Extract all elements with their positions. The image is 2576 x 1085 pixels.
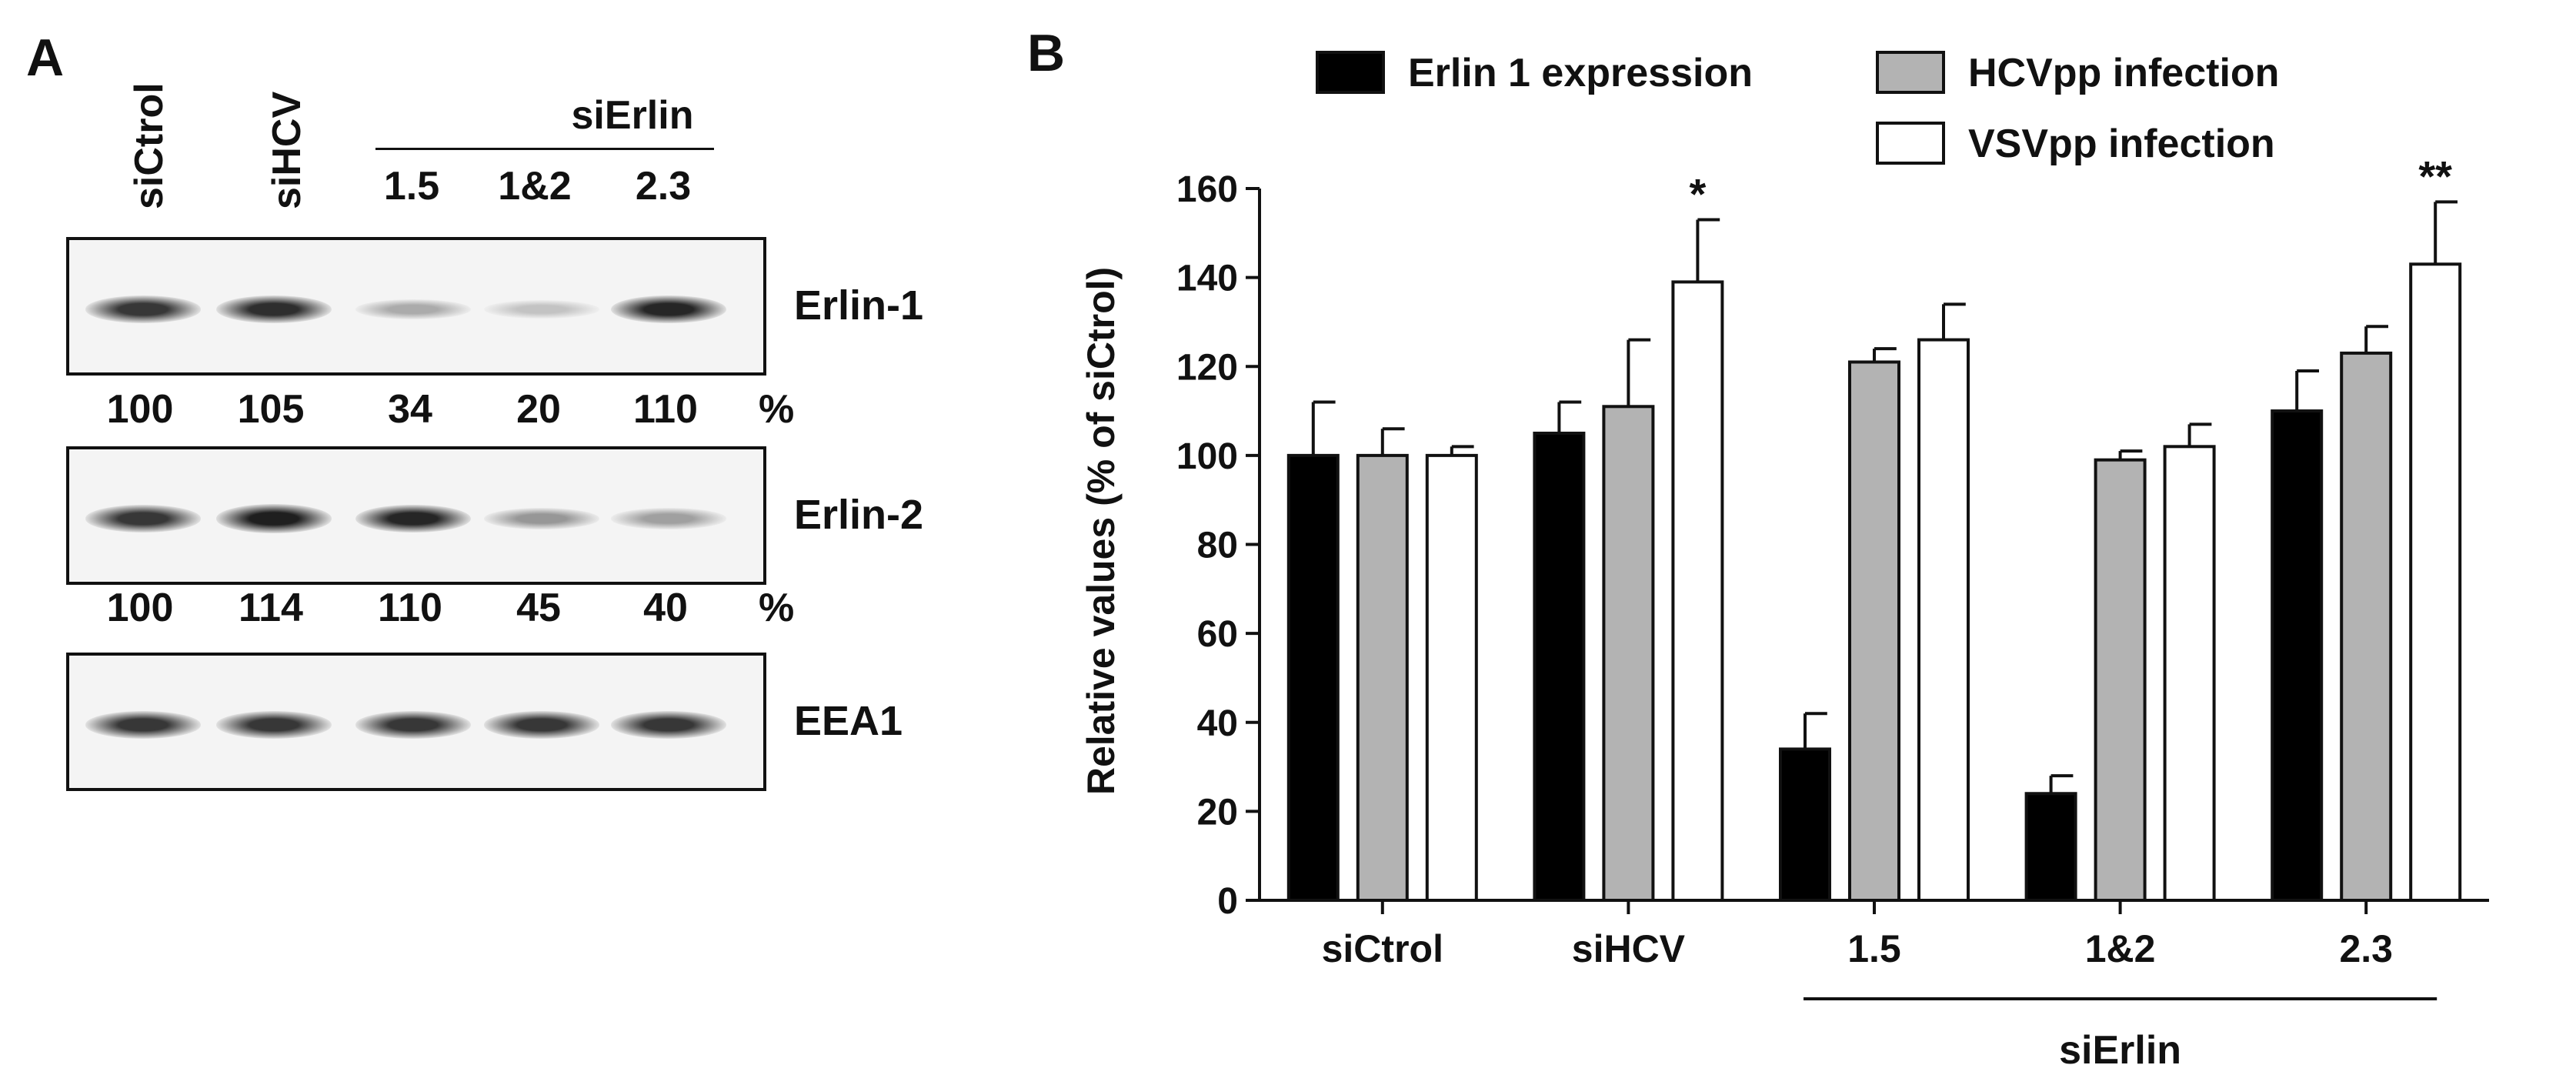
blot-band — [611, 508, 726, 529]
bar — [2024, 792, 2077, 902]
blot-band — [216, 711, 332, 739]
legend-label: Erlin 1 expression — [1408, 51, 1753, 95]
significance-marker: ** — [2418, 152, 2452, 200]
bar — [1356, 453, 1409, 902]
blot-erlin-1 — [66, 237, 766, 376]
x-tick-label: 2.3 — [2339, 927, 2393, 970]
quant-erlin1-lane1: 100 — [106, 387, 174, 432]
blot-band — [611, 295, 726, 324]
bar-series: * ** — [1286, 152, 2462, 902]
x-tick-label: siCtrol — [1322, 927, 1443, 970]
y-axis-label: Relative values (% of siCtrol) — [1079, 267, 1123, 795]
blot-band — [355, 711, 471, 739]
western-blot-panel: A siCtrol siHCV siErlin 1.5 1&2 2.3 Erli… — [0, 0, 1016, 1085]
y-tick-label: 40 — [1197, 703, 1238, 744]
lane-label-2-3: 2.3 — [635, 164, 692, 209]
bar — [1779, 747, 1831, 902]
blot-band — [216, 295, 332, 323]
blot-band — [484, 711, 599, 739]
blot-band — [355, 299, 471, 320]
blot-band — [85, 711, 201, 739]
y-tick-label: 120 — [1176, 347, 1238, 388]
bar — [1602, 405, 1655, 902]
bar — [1917, 338, 1970, 902]
quant-erlin1-lane5: 110 — [633, 387, 698, 432]
quant-erlin2-lane2: 114 — [239, 586, 303, 630]
y-tick-label: 0 — [1217, 881, 1238, 922]
chart-legend: Erlin 1 expression HCVpp infection VSVpp i… — [1316, 51, 2279, 166]
quant-erlin2-lane4: 45 — [516, 586, 561, 630]
blot-band — [85, 505, 201, 532]
blot-eea1 — [66, 653, 766, 791]
bar — [1533, 431, 1586, 902]
bar — [1848, 360, 1900, 902]
y-tick-label: 160 — [1176, 169, 1238, 210]
legend-swatch — [1876, 51, 1945, 94]
quant-erlin2-unit: % — [759, 586, 795, 630]
significance-marker: * — [1690, 169, 1707, 218]
panel-a-letter: A — [26, 28, 65, 87]
blot-label-erlin-1: Erlin-1 — [794, 282, 924, 329]
bar — [1286, 453, 1340, 902]
bar — [1671, 280, 1724, 902]
blot-band — [216, 504, 332, 533]
x-tick-label: 1&2 — [2085, 927, 2156, 970]
blot-band — [484, 299, 599, 319]
y-axis: 0 20 40 60 80 100 120 140 160 — [1176, 169, 1261, 922]
sierlin-group-line — [375, 148, 714, 150]
quant-erlin1-unit: % — [759, 387, 795, 432]
x-axis: siCtrol siHCV 1.5 1&2 2.3 siErlin — [1260, 899, 2489, 1073]
y-tick-label: 140 — [1176, 259, 1238, 299]
blot-label-erlin-2: Erlin-2 — [794, 492, 924, 538]
legend-label: VSVpp infection — [1968, 122, 2275, 166]
lane-label-1-2: 1&2 — [498, 164, 572, 209]
quant-erlin1-lane3: 34 — [388, 387, 432, 432]
sierlin-group-label: siErlin — [571, 93, 694, 138]
quant-erlin1-lane4: 20 — [516, 387, 561, 432]
panel-b-letter: B — [1027, 24, 1065, 82]
x-tick-label: 1.5 — [1847, 927, 1901, 970]
sierlin-group-label: siErlin — [2059, 1028, 2181, 1073]
blot-erlin-2 — [66, 446, 766, 585]
blot-band — [484, 508, 599, 529]
bar — [2094, 458, 2147, 902]
blot-band — [355, 504, 471, 533]
y-tick-label: 20 — [1197, 792, 1238, 833]
blot-band — [85, 295, 201, 323]
legend-label: HCVpp infection — [1968, 51, 2279, 95]
y-tick-label: 80 — [1197, 526, 1238, 566]
legend-swatch — [1876, 122, 1945, 165]
quant-erlin2-lane3: 110 — [378, 586, 442, 630]
blot-band — [611, 711, 726, 739]
bar — [2271, 409, 2324, 902]
bar — [1425, 453, 1478, 902]
quant-erlin1-lane2: 105 — [237, 387, 305, 432]
x-tick-label: siHCV — [1572, 927, 1686, 970]
quant-erlin2-lane5: 40 — [643, 586, 688, 630]
bar — [2340, 351, 2393, 902]
bar — [2163, 445, 2216, 902]
quant-erlin2-lane1: 100 — [106, 586, 174, 630]
y-tick-label: 100 — [1176, 436, 1238, 477]
y-tick-label: 60 — [1197, 614, 1238, 655]
lane-label-1-5: 1.5 — [383, 164, 440, 209]
bar — [2409, 262, 2462, 902]
blot-label-eea1: EEA1 — [794, 698, 903, 744]
legend-swatch — [1316, 51, 1385, 94]
